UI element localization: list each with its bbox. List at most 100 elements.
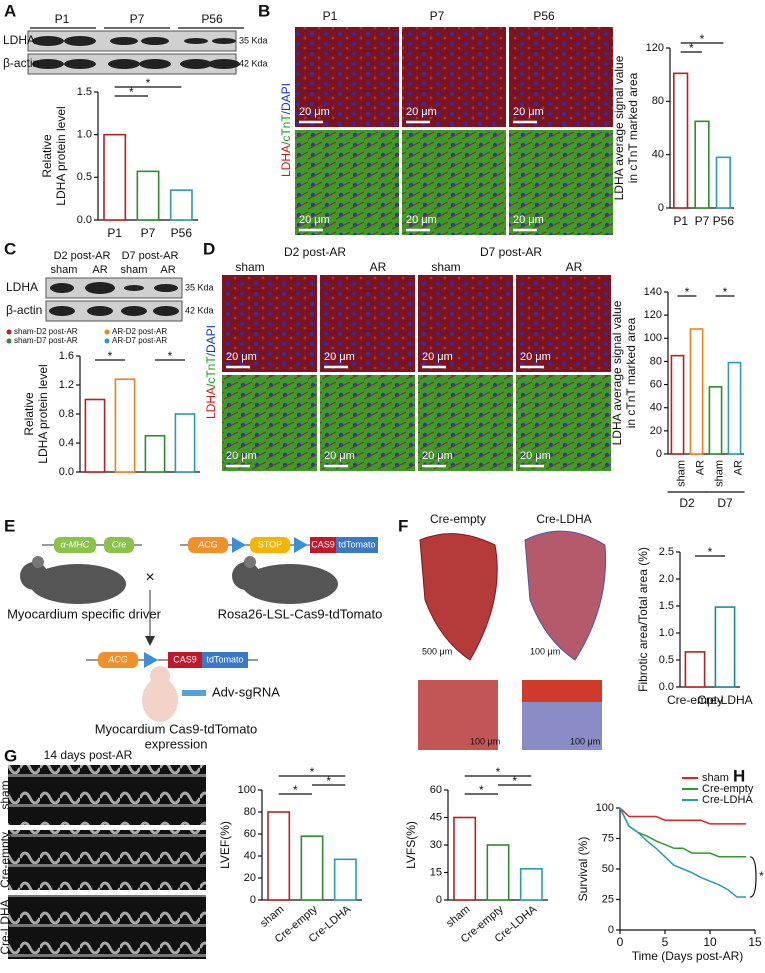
y-axis-label: in cTnT marked area xyxy=(624,317,638,428)
column-label: Cre-empty xyxy=(430,512,486,526)
panel-label: B xyxy=(258,1,270,20)
y-tick-label: 100 xyxy=(596,802,614,814)
bar xyxy=(673,72,689,209)
lane-label: sham xyxy=(51,264,78,276)
row-label: Cre-empty xyxy=(0,832,12,888)
column-label: P56 xyxy=(533,9,555,23)
panel-label: F xyxy=(398,516,408,535)
y-tick-label: 80 xyxy=(652,95,664,107)
y-tick-label: 0.0 xyxy=(77,214,92,226)
size-label: 42 Kda xyxy=(239,58,268,68)
cross: × xyxy=(145,569,154,586)
micrograph xyxy=(320,375,415,471)
y-axis-label: LDHA average signal value xyxy=(612,55,626,200)
y-tick-label: 100 xyxy=(644,332,662,344)
panel-label: H xyxy=(733,766,745,785)
y-tick-label: 45 xyxy=(430,811,442,823)
y-axis-label: in cTnT marked area xyxy=(626,72,640,183)
x-tick-label: P1 xyxy=(107,226,122,240)
blot-c: D2 post-AR D7 post-AR sham AR sham AR LD… xyxy=(6,250,214,322)
stain-part: /cTnT xyxy=(204,356,218,387)
panel-label: C xyxy=(4,239,16,258)
survival-line xyxy=(619,807,746,858)
stain-part: LDHA xyxy=(204,387,218,419)
scale-label: 20 μm xyxy=(422,450,453,462)
size-label: 35 Kda xyxy=(239,35,268,45)
y-axis-label: Fibrotic area/Total area (%) xyxy=(636,547,650,692)
bar xyxy=(714,606,736,688)
legend-label: Cre-LDHA xyxy=(702,794,753,806)
sig-label: * xyxy=(293,783,298,797)
micrograph xyxy=(509,130,613,235)
legend-marker xyxy=(6,329,12,335)
bar xyxy=(114,378,136,473)
y-axis-label: LVEF(%) xyxy=(218,821,232,869)
legend-marker xyxy=(6,338,12,344)
y-tick-label: 60 xyxy=(244,828,256,840)
y-tick-label: 1.5 xyxy=(77,86,92,98)
y-tick-label: 60 xyxy=(650,378,662,390)
y-tick-label: 1.5 xyxy=(659,600,674,612)
bar xyxy=(453,816,477,901)
y-tick-label: 20 xyxy=(650,425,662,437)
bar xyxy=(136,170,160,221)
legend-marker xyxy=(104,329,110,335)
x-tick-label: AR xyxy=(694,460,706,475)
lane-label: sham xyxy=(431,260,460,274)
lane-label: P1 xyxy=(55,12,70,26)
stain-part: LDHA xyxy=(279,145,293,177)
group-label: D7 post-AR xyxy=(480,245,542,259)
micrograph xyxy=(295,130,399,235)
sig-label: * xyxy=(689,41,694,55)
bar xyxy=(169,189,193,221)
legend-label: sham-D7 post-AR xyxy=(14,336,78,345)
y-axis-label: LVFS(%) xyxy=(404,821,418,869)
bar xyxy=(708,386,723,455)
survival-line xyxy=(619,807,746,898)
scale-label: 500 μm xyxy=(422,646,452,656)
micrograph xyxy=(418,375,513,471)
x-tick-label: sham xyxy=(675,460,687,487)
scale-label: 100 μm xyxy=(530,646,560,656)
sig-label: * xyxy=(146,76,151,90)
legend-label: Cre-empty xyxy=(702,783,754,795)
sig-label: * xyxy=(326,774,331,788)
x-tick-label: P1 xyxy=(673,214,688,228)
x-tick-label: 10 xyxy=(703,935,717,949)
scale-label: 20 μm xyxy=(513,214,544,226)
sig-label: * xyxy=(723,285,728,299)
y-tick-label: 140 xyxy=(644,286,662,298)
gene-label: tdTomato xyxy=(206,654,243,664)
echo-g: 14 days post-AR sham Cre-empty Cre-LDHA xyxy=(0,748,206,959)
sig-label: * xyxy=(479,783,484,797)
y-tick-label: 0 xyxy=(656,448,662,460)
gene-label: α-MHC xyxy=(61,539,90,549)
sig-label: * xyxy=(685,285,690,299)
x-tick-label: 5 xyxy=(662,935,669,949)
legend-label: AR-D7 post-AR xyxy=(112,336,167,345)
y-axis-label: LDHA protein level xyxy=(36,364,50,463)
scale-label: 20 μm xyxy=(324,450,355,462)
scale-label: 20 μm xyxy=(520,450,551,462)
sig-label: * xyxy=(108,349,113,363)
y-tick-label: 0.4 xyxy=(59,437,74,449)
sig-label: * xyxy=(496,765,501,779)
micrograph xyxy=(402,130,506,235)
y-tick-label: 60 xyxy=(430,784,442,796)
sig-label: * xyxy=(700,32,705,46)
image-title: 14 days post-AR xyxy=(44,748,133,762)
y-tick-label: 1.6 xyxy=(59,350,74,362)
bar xyxy=(300,835,324,901)
lane-label: sham xyxy=(235,260,264,274)
survival-line xyxy=(619,807,746,825)
scale-label: 20 μm xyxy=(406,214,437,226)
lane-label: AR xyxy=(160,264,175,276)
result-label: Myocardium Cas9-tdTomato xyxy=(95,721,258,736)
legend-marker xyxy=(104,338,110,344)
x-tick-label: Cre-LDHA xyxy=(697,693,752,707)
y-axis-label: Relative xyxy=(22,392,36,436)
group-label: D7 xyxy=(717,496,733,510)
scale-label: 20 μm xyxy=(520,351,551,363)
y-tick-label: 40 xyxy=(652,149,664,161)
